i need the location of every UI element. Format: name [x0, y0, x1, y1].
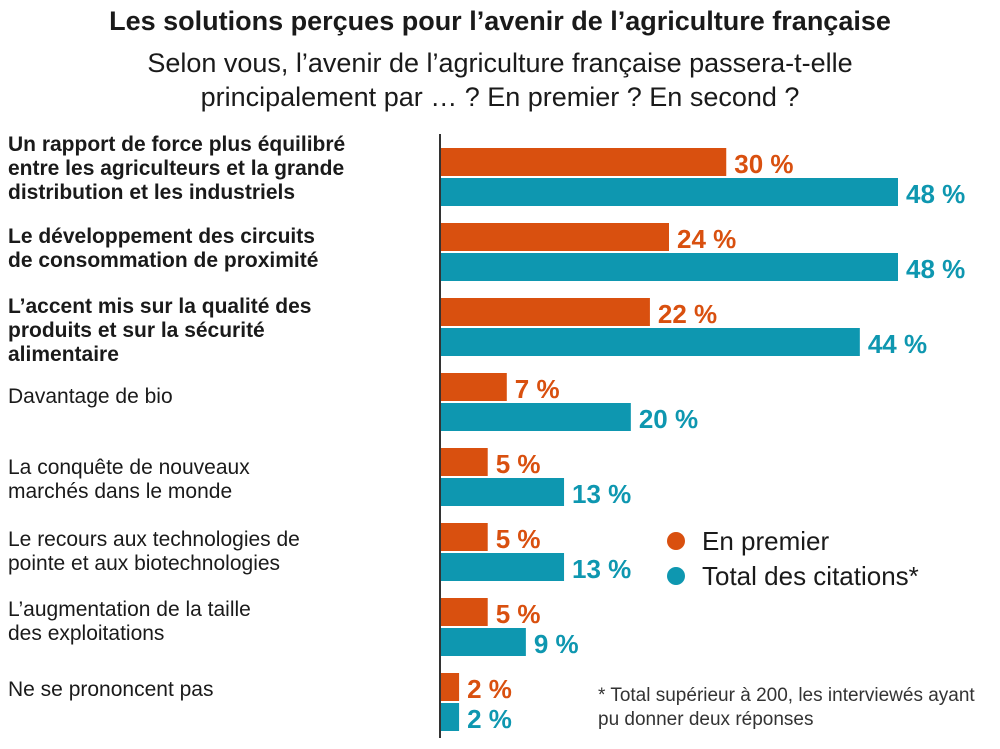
category-label: L’augmentation de la taille des exploitat… [8, 598, 251, 645]
value-label-en-premier: 7 % [515, 374, 560, 404]
bar-en-premier [440, 373, 507, 401]
bar-en-premier [440, 448, 488, 476]
category-label-line: produits et sur la sécurité [8, 319, 265, 342]
value-label-total-citations: 20 % [639, 404, 698, 434]
category-label-line: L’augmentation de la taille [8, 598, 251, 621]
value-label-en-premier: 22 % [658, 299, 717, 329]
bar-total-citations [440, 178, 898, 206]
bar-en-premier [440, 223, 669, 251]
bar-total-citations [440, 703, 460, 731]
category-label-line: Le recours aux technologies de [8, 528, 300, 551]
category-label-line: des exploitations [8, 622, 164, 645]
bar-en-premier [440, 673, 460, 701]
category-label: Un rapport de force plus équilibré entre … [8, 133, 345, 204]
bar-en-premier [440, 298, 650, 326]
bar-total-citations [440, 403, 631, 431]
value-label-en-premier: 2 % [467, 674, 512, 704]
category-label-line: Ne se prononcent pas [8, 678, 213, 701]
category-label-line: Un rapport de force plus équilibré [8, 133, 345, 156]
chart-subtitle: Selon vous, l’avenir de l’agriculture fr… [147, 48, 853, 112]
bar-en-premier [440, 148, 727, 176]
value-label-en-premier: 5 % [496, 524, 541, 554]
bar-en-premier [440, 523, 488, 551]
value-label-total-citations: 13 % [572, 479, 631, 509]
footnote: * Total supérieur à 200, les interviewés… [598, 685, 975, 730]
category-label-line: marchés dans le monde [8, 480, 232, 503]
bar-total-citations [440, 553, 565, 581]
category-label-line: La conquête de nouveaux [8, 456, 250, 479]
legend-label-total-citations: Total des citations* [702, 561, 919, 591]
category-label: Le développement des circuits de consomma… [8, 225, 318, 272]
category-label-line: Davantage de bio [8, 385, 173, 408]
value-label-total-citations: 9 % [534, 629, 579, 659]
category-label-line: de consommation de proximité [8, 249, 318, 272]
chart-title: Les solutions perçues pour l’avenir de l… [109, 6, 891, 36]
category-label-line: entre les agriculteurs et la grande [8, 157, 344, 180]
value-label-total-citations: 44 % [868, 329, 927, 359]
category-label-line: distribution et les industriels [8, 181, 295, 204]
legend-marker-en-premier [667, 532, 685, 550]
bar-total-citations [440, 628, 526, 656]
bar-total-citations [440, 328, 860, 356]
bar-en-premier [440, 598, 488, 626]
value-label-total-citations: 13 % [572, 554, 631, 584]
category-label: L’accent mis sur la qualité des produits … [8, 295, 311, 366]
category-label-line: pointe et aux biotechnologies [8, 552, 280, 575]
value-label-en-premier: 30 % [734, 149, 793, 179]
category-label-line: alimentaire [8, 343, 119, 366]
value-label-en-premier: 24 % [677, 224, 736, 254]
value-label-en-premier: 5 % [496, 449, 541, 479]
legend-label-en-premier: En premier [702, 526, 829, 556]
value-label-total-citations: 2 % [467, 704, 512, 734]
value-label-en-premier: 5 % [496, 599, 541, 629]
category-label-line: L’accent mis sur la qualité des [8, 295, 311, 318]
bar-total-citations [440, 478, 565, 506]
category-label: La conquête de nouveaux marchés dans le m… [8, 456, 250, 503]
value-label-total-citations: 48 % [906, 254, 965, 284]
category-label: Davantage de bio [8, 385, 173, 408]
legend-marker-total-citations [667, 567, 685, 585]
category-label: Ne se prononcent pas [8, 678, 213, 701]
category-label: Le recours aux technologies de pointe et … [8, 528, 300, 575]
category-label-line: Le développement des circuits [8, 225, 315, 248]
value-label-total-citations: 48 % [906, 179, 965, 209]
bar-total-citations [440, 253, 898, 281]
